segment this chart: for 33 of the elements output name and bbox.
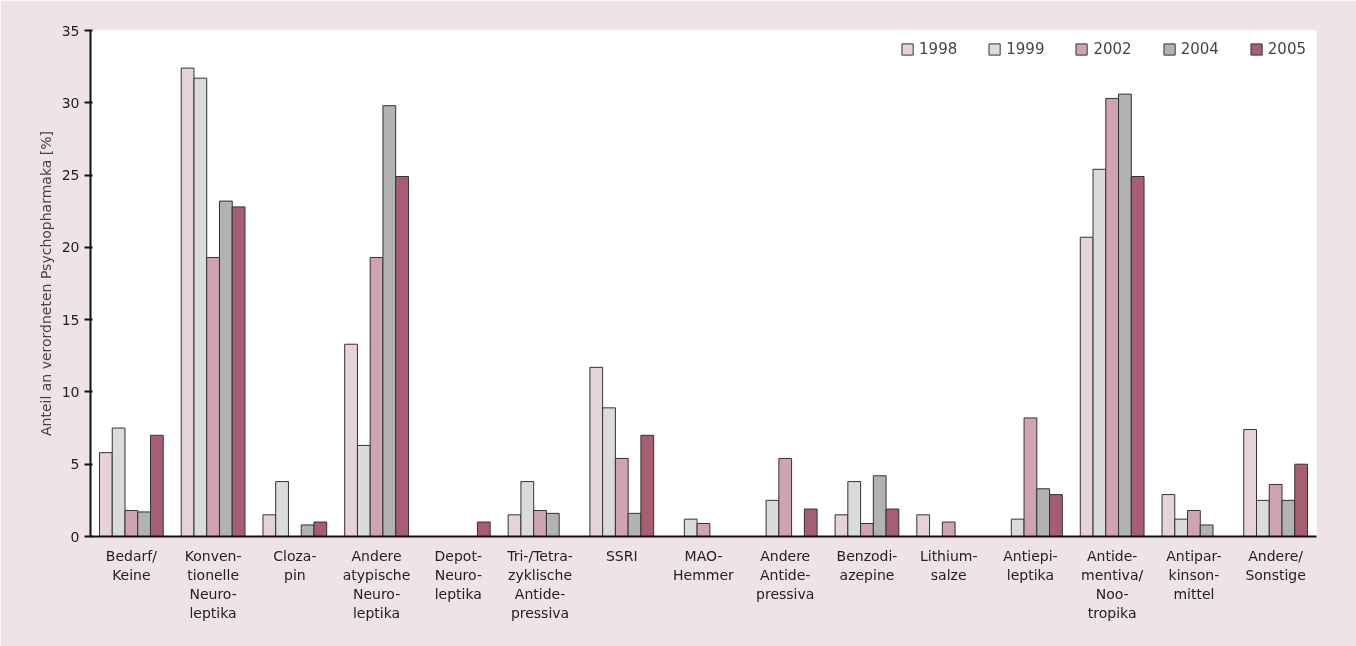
x-tick-label: Depot- Neuro- leptika	[434, 547, 482, 602]
y-tick-label: 15	[61, 311, 80, 328]
y-tick-label: 20	[61, 239, 80, 256]
x-tick-label: Andere/ Sonstige	[1245, 547, 1306, 583]
x-tick-label: Lithium- salze	[919, 547, 978, 583]
x-tick-label: Tri-/Tetra- zyklische Antide- pressiva	[506, 547, 573, 622]
legend-label: 2004	[1180, 40, 1219, 58]
x-tick-label: Antipar- kinson- mittel	[1166, 547, 1222, 602]
x-tick-label: Cloza- pin	[273, 547, 317, 583]
legend-label: 2002	[1093, 40, 1132, 58]
x-tick-label: SSRI	[605, 547, 638, 564]
x-tick-label: Konven- tionelle Neuro- leptika	[184, 547, 242, 622]
legend-label: 2005	[1267, 40, 1306, 58]
y-tick-label: 10	[61, 383, 80, 400]
x-tick-label: Antide- mentiva/ Noo- tropika	[1081, 547, 1144, 622]
x-tick-label: MAO- Hemmer	[673, 547, 735, 583]
y-tick-label: 30	[61, 94, 80, 111]
y-tick-label: 25	[61, 167, 80, 184]
x-tick-label: Andere atypische Neuro- leptika	[342, 547, 411, 622]
y-axis-title: Anteil an verordneten Psychopharmaka [%]	[37, 131, 54, 436]
x-tick-label: Benzodi- azepine	[836, 547, 898, 583]
x-tick-label: Andere Antide- pressiva	[756, 547, 815, 602]
y-tick-label: 35	[61, 22, 80, 39]
bar	[916, 514, 931, 537]
x-tick-label: Antiepi- leptika	[1003, 547, 1058, 583]
y-tick-label: 5	[70, 456, 80, 473]
bar	[941, 521, 956, 537]
y-tick-label: 0	[70, 528, 80, 545]
x-tick-label: Bedarf/ Keine	[105, 547, 158, 583]
bar	[476, 521, 491, 537]
legend-label: 1999	[1006, 40, 1045, 58]
bar	[803, 508, 818, 537]
legend-label: 1998	[919, 40, 958, 58]
